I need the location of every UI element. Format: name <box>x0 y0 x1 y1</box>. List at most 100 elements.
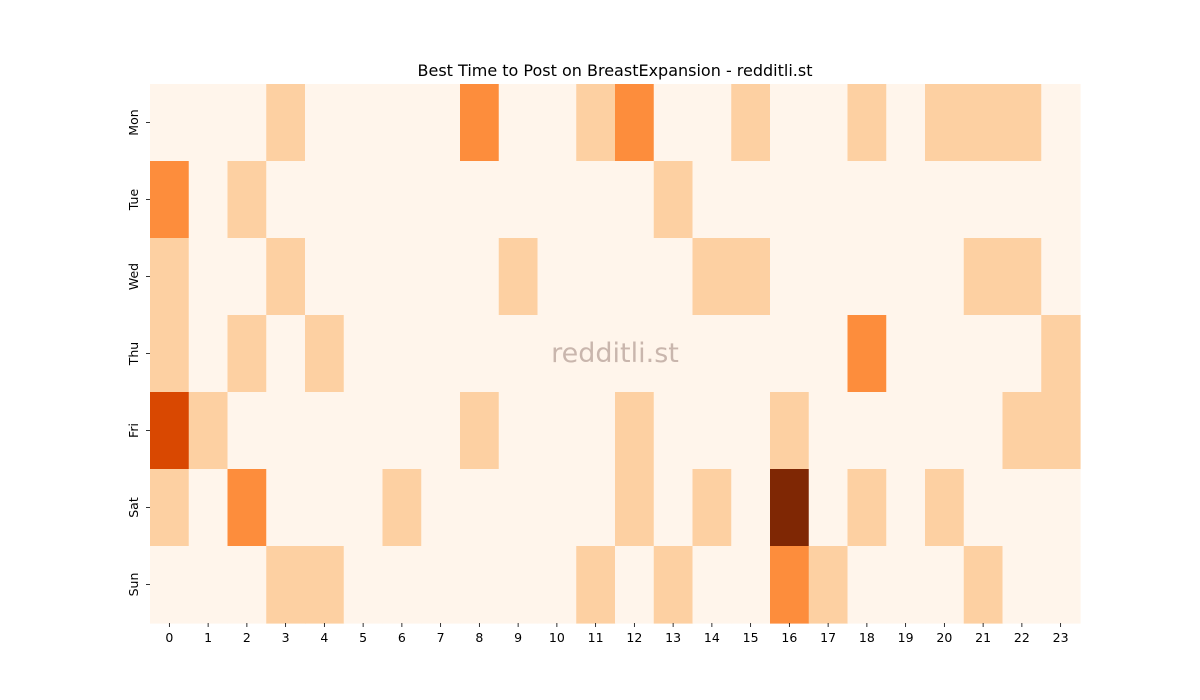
y-tick-label-tue: Tue <box>126 189 141 212</box>
heatmap-cell-mon-16 <box>770 84 810 162</box>
heatmap-cell-fri-21 <box>963 392 1004 470</box>
y-tick-label-sat: Sat <box>126 497 141 518</box>
heatmap-cell-sun-14 <box>692 546 732 624</box>
heatmap-cell-sun-4 <box>305 546 345 624</box>
heatmap-cell-sun-10 <box>537 546 577 624</box>
y-tick-label-fri: Fri <box>126 423 141 438</box>
heatmap-cell-wed-6 <box>382 238 422 316</box>
heatmap-cell-wed-23 <box>1041 238 1081 316</box>
heatmap-cell-sat-0 <box>150 469 190 547</box>
heatmap-cell-mon-14 <box>692 84 732 162</box>
heatmap-cell-wed-11 <box>576 238 616 316</box>
heatmap-cell-sun-0 <box>150 546 190 624</box>
heatmap-cell-mon-7 <box>421 84 461 162</box>
heatmap-cell-tue-17 <box>808 161 849 239</box>
heatmap-cell-thu-19 <box>886 315 926 393</box>
heatmap-cell-mon-8 <box>460 84 500 162</box>
heatmap-cell-fri-5 <box>343 392 384 470</box>
heatmap-cell-thu-22 <box>1002 315 1042 393</box>
heatmap-cell-wed-17 <box>808 238 849 316</box>
x-tick-label-10: 10 <box>549 630 565 645</box>
x-tick-label-1: 1 <box>204 630 212 645</box>
heatmap-cell-thu-21 <box>963 315 1004 393</box>
heatmap-cell-fri-15 <box>731 392 771 470</box>
x-tick-label-20: 20 <box>936 630 952 645</box>
heatmap-cell-sat-23 <box>1041 469 1081 547</box>
y-axis-ticks: Mon Tue Wed Thu Fri Sat Sun <box>126 109 150 596</box>
heatmap-cell-sun-13 <box>653 546 694 624</box>
y-tick-label-wed: Wed <box>126 263 141 290</box>
heatmap-cell-mon-21 <box>963 84 1004 162</box>
x-tick-label-22: 22 <box>1014 630 1030 645</box>
heatmap-cell-thu-11 <box>576 315 616 393</box>
heatmap-cell-wed-4 <box>305 238 345 316</box>
heatmap-cell-thu-15 <box>731 315 771 393</box>
x-tick-label-6: 6 <box>398 630 406 645</box>
heatmap-cell-sat-17 <box>808 469 849 547</box>
heatmap-cell-thu-14 <box>692 315 732 393</box>
heatmap-cell-tue-1 <box>188 161 229 239</box>
heatmap-cell-tue-19 <box>886 161 926 239</box>
x-axis-ticks: 0 1 2 3 4 5 6 7 8 9 10 11 12 13 14 15 16 17 18 19 20 21 22 23 <box>165 623 1069 645</box>
watermark: redditli.st <box>551 338 679 369</box>
heatmap-cell-sat-18 <box>847 469 887 547</box>
heatmap-cell-mon-13 <box>653 84 694 162</box>
heatmap-cell-tue-3 <box>266 161 306 239</box>
heatmap-cell-sun-21 <box>963 546 1004 624</box>
heatmap-cell-fri-6 <box>382 392 422 470</box>
heatmap-cell-thu-23 <box>1041 315 1081 393</box>
heatmap-cell-fri-9 <box>498 392 539 470</box>
heatmap-cell-sun-1 <box>188 546 229 624</box>
heatmap-cell-thu-6 <box>382 315 422 393</box>
y-tick-label-sun: Sun <box>126 573 141 597</box>
heatmap-cell-sun-18 <box>847 546 887 624</box>
heatmap-cell-sat-3 <box>266 469 306 547</box>
heatmap-cell-thu-8 <box>460 315 500 393</box>
x-tick-label-11: 11 <box>588 630 604 645</box>
heatmap-cell-thu-12 <box>615 315 655 393</box>
heatmap-cell-fri-22 <box>1002 392 1042 470</box>
heatmap-cell-tue-14 <box>692 161 732 239</box>
heatmap-cell-fri-1 <box>188 392 229 470</box>
heatmap-cell-mon-10 <box>537 84 577 162</box>
heatmap-cell-tue-15 <box>731 161 771 239</box>
heatmap-cell-mon-9 <box>498 84 539 162</box>
heatmap-cell-thu-3 <box>266 315 306 393</box>
x-tick-label-2: 2 <box>243 630 251 645</box>
heatmap-cell-sun-5 <box>343 546 384 624</box>
x-tick-label-15: 15 <box>743 630 759 645</box>
heatmap-cell-fri-13 <box>653 392 694 470</box>
heatmap-cell-sat-1 <box>188 469 229 547</box>
heatmap-cell-mon-12 <box>615 84 655 162</box>
heatmap-cell-tue-16 <box>770 161 810 239</box>
heatmap-cell-fri-17 <box>808 392 849 470</box>
heatmap-cell-sat-8 <box>460 469 500 547</box>
heatmap-cell-thu-18 <box>847 315 887 393</box>
heatmap-cell-tue-10 <box>537 161 577 239</box>
heatmap-cell-thu-16 <box>770 315 810 393</box>
heatmap-cell-sat-14 <box>692 469 732 547</box>
heatmap-cell-wed-21 <box>963 238 1004 316</box>
heatmap-cell-fri-19 <box>886 392 926 470</box>
heatmap-cell-wed-22 <box>1002 238 1042 316</box>
chart-title: Best Time to Post on BreastExpansion - r… <box>418 61 813 80</box>
heatmap-cell-thu-20 <box>925 315 965 393</box>
heatmap-cell-sun-8 <box>460 546 500 624</box>
heatmap-cell-thu-7 <box>421 315 461 393</box>
heatmap-cell-tue-11 <box>576 161 616 239</box>
heatmap-cell-tue-5 <box>343 161 384 239</box>
heatmap-cell-wed-7 <box>421 238 461 316</box>
heatmap-cell-sat-9 <box>498 469 539 547</box>
heatmap-cell-tue-7 <box>421 161 461 239</box>
heatmap-cell-fri-7 <box>421 392 461 470</box>
heatmap-cell-sun-7 <box>421 546 461 624</box>
y-tick-label-mon: Mon <box>126 109 141 135</box>
heatmap-cell-fri-8 <box>460 392 500 470</box>
x-tick-label-5: 5 <box>359 630 367 645</box>
heatmap-cell-fri-18 <box>847 392 887 470</box>
x-tick-label-19: 19 <box>898 630 914 645</box>
x-tick-label-14: 14 <box>704 630 720 645</box>
heatmap-cell-tue-23 <box>1041 161 1081 239</box>
heatmap-cell-thu-2 <box>227 315 267 393</box>
heatmap-cell-sun-11 <box>576 546 616 624</box>
